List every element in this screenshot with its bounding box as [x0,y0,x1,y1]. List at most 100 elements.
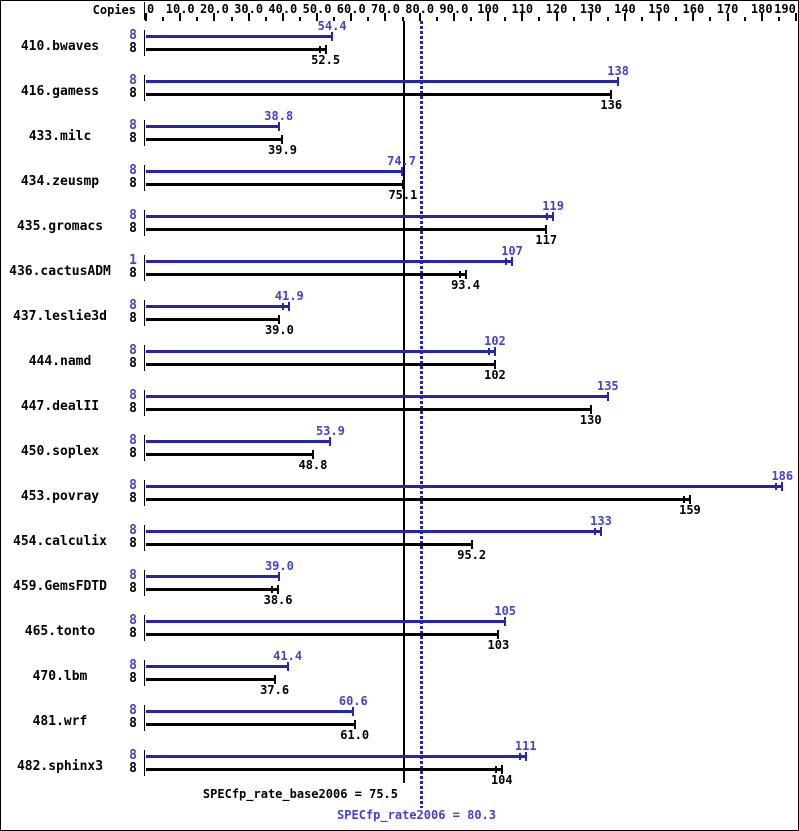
axis-tick-label: 110 [511,2,534,16]
benchmark-label: 435.gromacs [16,219,104,234]
base-copies-label: 8 [129,176,137,191]
axis-major-tick [247,13,250,21]
peak-copies-label: 8 [129,73,137,88]
bar-end-cap [277,122,280,131]
benchmark-label: 450.soplex [20,444,100,459]
group-baseline [144,300,145,326]
base-bar [146,183,403,186]
bar-end-cap [610,90,613,99]
peak-value-label: 105 [494,604,517,618]
peak-bar [146,665,288,668]
base-copies-label: 8 [129,761,137,776]
axis-minor-tick [196,17,199,21]
axis-tick-label: 80.0 [405,2,435,16]
base-value-label: 52.5 [311,53,341,67]
peak-copies-label: 8 [129,298,137,313]
axis-tick-label: 170 [716,2,739,16]
bar-end-cap [470,540,473,549]
base-copies-label: 8 [129,581,137,596]
group-baseline [144,570,145,596]
peak-bar [146,125,279,128]
axis-tick-label: 40.0 [268,2,298,16]
base-value-label: 117 [535,233,558,247]
base-bar [146,48,326,51]
group-baseline [144,525,145,551]
benchmark-label: 481.wrf [32,714,88,729]
bar-error-tick [487,348,490,355]
axis-major-tick [726,13,729,21]
base-value-label: 95.2 [457,548,487,562]
benchmark-label: 433.milc [28,129,92,144]
peak-bar [146,170,402,173]
axis-major-tick [692,13,695,21]
base-bar [146,228,547,231]
bar-error-tick [494,766,497,773]
benchmark-label: 436.cactusADM [9,264,111,279]
axis-tick-label: 180 [750,2,773,16]
peak-bar [146,485,783,488]
peak-copies-label: 8 [129,433,137,448]
peak-copies-label: 8 [129,703,137,718]
axis-tick-label: 190 [774,2,796,16]
peak-reference-line [419,21,423,808]
group-baseline [144,165,145,191]
bar-end-cap [324,45,327,54]
bar-end-cap [545,225,548,234]
bar-end-cap [288,302,291,311]
axis-minor-tick [572,17,575,21]
base-value-label: 159 [679,503,701,517]
bar-end-cap [617,77,620,86]
base-bar [146,363,495,366]
benchmark-label: 437.leslie3d [13,309,107,324]
benchmark-label: 482.sphinx3 [16,759,104,774]
peak-value-label: 60.6 [338,694,368,708]
bar-end-cap [552,212,555,221]
peak-bar [146,395,608,398]
bar-end-cap [688,495,691,504]
base-copies-label: 8 [129,131,137,146]
base-value-label: 48.8 [298,458,328,472]
peak-bar [146,575,280,578]
axis-minor-tick [435,17,438,21]
bar-error-tick [775,483,778,490]
bar-end-cap [400,167,403,176]
peak-bar [146,440,331,443]
base-bar [146,543,472,546]
axis-major-tick [418,13,421,21]
peak-copies-label: 8 [129,388,137,403]
axis-major-tick [589,13,592,21]
axis-major-tick [555,13,558,21]
peak-bar [146,35,333,38]
bar-error-tick [593,528,596,535]
peak-copies-label: 8 [129,118,137,133]
axis-tick-label: 30.0 [234,2,264,16]
peak-copies-label: 8 [129,28,137,43]
base-bar [146,318,280,321]
axis-minor-tick [538,17,541,21]
bar-end-cap [329,437,332,446]
base-copies-label: 8 [129,401,137,416]
benchmark-label: 470.lbm [32,669,88,684]
base-value-label: 37.6 [260,683,290,697]
base-score-label: SPECfp_rate_base2006 = 75.5 [202,787,398,801]
peak-copies-label: 8 [129,658,137,673]
peak-bar [146,260,513,263]
base-value-label: 93.4 [451,278,480,292]
axis-minor-tick [367,17,370,21]
bar-end-cap [781,482,784,491]
base-value-label: 102 [484,368,506,382]
bar-end-cap [464,270,467,279]
bar-end-cap [281,135,284,144]
axis-major-tick [487,13,490,21]
bar-end-cap [286,662,289,671]
peak-value-label: 41.9 [274,289,304,303]
copies-header: Copies [92,3,136,17]
peak-bar [146,215,554,218]
group-baseline [144,705,145,731]
peak-copies-label: 8 [129,343,137,358]
axis-major-tick [213,13,216,21]
peak-copies-label: 8 [129,748,137,763]
peak-bar [146,530,601,533]
bar-end-cap [277,585,280,594]
benchmark-label: 459.GemsFDTD [13,579,107,594]
